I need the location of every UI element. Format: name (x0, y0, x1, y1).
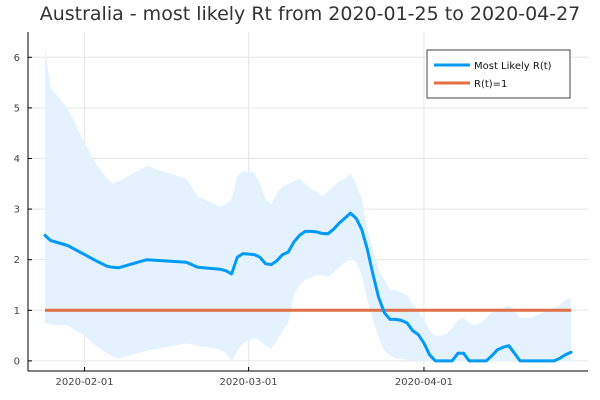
x-tick-label: 2020-02-01 (56, 377, 114, 388)
legend: Most Likely R(t) R(t)=1 (426, 49, 571, 99)
x-tick-label: 2020-04-01 (395, 377, 453, 388)
y-tick-label: 4 (14, 154, 20, 165)
y-tick-label: 0 (14, 356, 20, 367)
x-axis-ticks: 2020-02-01 2020-03-01 2020-04-01 (56, 367, 453, 388)
legend-box (426, 49, 571, 99)
legend-label-threshold: R(t)=1 (474, 79, 507, 90)
y-tick-label: 6 (14, 53, 20, 64)
x-tick-label: 2020-03-01 (220, 377, 278, 388)
legend-label-most-likely: Most Likely R(t) (474, 61, 552, 72)
y-axis-ticks: 0 1 2 3 4 5 6 (14, 53, 32, 367)
confidence-band-layer (45, 47, 571, 361)
chart-title: Australia - most likely Rt from 2020-01-… (40, 3, 581, 25)
y-tick-label: 5 (14, 103, 20, 114)
confidence-band (45, 47, 571, 361)
y-tick-label: 2 (14, 255, 20, 266)
series-layer (43, 211, 573, 363)
series-line-most-likely (43, 211, 573, 363)
y-tick-label: 1 (14, 306, 20, 317)
y-tick-label: 3 (14, 205, 20, 216)
